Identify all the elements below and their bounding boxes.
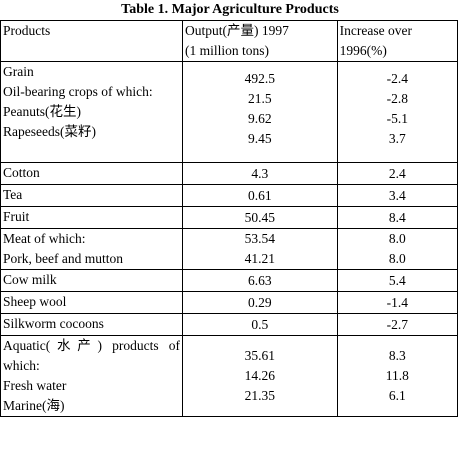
table-row: Cotton 4.3 2.4 (0, 162, 459, 185)
product-label: Tea (3, 187, 23, 202)
output-cell: 492.5 21.5 9.62 9.45 (181, 61, 338, 163)
increase-value: 8.0 (388, 251, 406, 266)
increase-value: 2.4 (388, 166, 406, 181)
increase-value: -1.4 (386, 295, 409, 310)
output-cell: 4.3 (181, 162, 338, 185)
header-increase: Increase over 1996(%) (336, 20, 459, 62)
increase-cell: 2.4 (336, 162, 459, 185)
output-cell: 0.61 (181, 184, 338, 207)
increase-cell: 5.4 (336, 269, 459, 292)
output-cell: 0.29 (181, 291, 338, 314)
agriculture-products-table: Products Output(产量) 1997 (1 million tons… (0, 20, 459, 417)
output-value: 492.5 (244, 71, 276, 86)
product-label: Cow milk (3, 272, 57, 287)
output-cell: 53.54 41.21 (181, 228, 338, 270)
product-cell: Fruit (0, 206, 183, 229)
table-row: Grain Oil-bearing crops of which: Peanut… (0, 61, 459, 163)
increase-value: 8.3 (388, 348, 406, 363)
product-cell: Aquatic(水产) products of which: Fresh wat… (0, 335, 183, 417)
product-label: Grain (3, 64, 34, 79)
product-cell: Cotton (0, 162, 183, 185)
output-value: 0.5 (251, 317, 269, 332)
increase-value: 5.4 (388, 273, 406, 288)
product-label: Oil-bearing crops of which: (3, 84, 153, 99)
output-value: 0.61 (248, 188, 272, 203)
increase-value: 11.8 (385, 368, 409, 383)
table-row: Aquatic(水产) products of which: Fresh wat… (0, 335, 459, 417)
output-value: 53.54 (244, 231, 276, 246)
table-row: Silkworm cocoons 0.5 -2.7 (0, 313, 459, 336)
output-cell: 6.63 (181, 269, 338, 292)
product-label: Fresh water (3, 378, 67, 393)
output-value: 14.26 (244, 368, 276, 383)
product-label: Peanuts(花生) (3, 104, 81, 119)
product-label: Sheep wool (3, 294, 67, 309)
product-cell: Sheep wool (0, 291, 183, 314)
increase-cell: 8.0 8.0 (336, 228, 459, 270)
increase-cell: 3.4 (336, 184, 459, 207)
product-label: Aquatic(水产) products of (3, 338, 180, 353)
output-value: 6.63 (248, 273, 272, 288)
product-cell: Grain Oil-bearing crops of which: Peanut… (0, 61, 183, 163)
header-products: Products (0, 20, 183, 62)
output-value: 9.62 (248, 111, 272, 126)
product-label: Rapeseeds(菜籽) (3, 124, 96, 139)
increase-cell: -2.7 (336, 313, 459, 336)
table-row: Tea 0.61 3.4 (0, 184, 459, 207)
output-value: 21.35 (244, 388, 276, 403)
table-row: Cow milk 6.63 5.4 (0, 269, 459, 292)
output-value: 4.3 (251, 166, 269, 181)
increase-value: 3.7 (388, 131, 406, 146)
increase-value: -2.4 (386, 71, 409, 86)
output-value: 41.21 (244, 251, 276, 266)
header-output-line2: (1 million tons) (184, 43, 269, 58)
output-cell: 0.5 (181, 313, 338, 336)
product-label: Pork, beef and mutton (3, 251, 123, 266)
header-output-line1: Output(产量) 1997 (184, 23, 289, 38)
table-row: Meat of which: Pork, beef and mutton 53.… (0, 228, 459, 270)
header-increase-line2: 1996(%) (339, 43, 387, 58)
product-cell: Meat of which: Pork, beef and mutton (0, 228, 183, 270)
increase-cell: 8.4 (336, 206, 459, 229)
output-cell: 50.45 (181, 206, 338, 229)
increase-cell: 8.3 11.8 6.1 (336, 335, 459, 417)
increase-value: 8.4 (388, 210, 406, 225)
output-cell: 35.61 14.26 21.35 (181, 335, 338, 417)
product-label: Marine(海) (3, 398, 65, 413)
increase-value: 6.1 (388, 388, 406, 403)
product-label: Fruit (3, 209, 30, 224)
product-label: Meat of which: (3, 231, 86, 246)
output-value: 50.45 (244, 210, 276, 225)
output-value: 35.61 (244, 348, 276, 363)
increase-value: -2.8 (386, 91, 409, 106)
product-cell: Silkworm cocoons (0, 313, 183, 336)
header-row: Products Output(产量) 1997 (1 million tons… (0, 20, 459, 62)
increase-value: 8.0 (388, 231, 406, 246)
product-label: Silkworm cocoons (3, 316, 104, 331)
table-row: Sheep wool 0.29 -1.4 (0, 291, 459, 314)
output-value: 21.5 (248, 91, 272, 106)
header-increase-line1: Increase over (339, 23, 412, 38)
product-label: Cotton (3, 165, 40, 180)
increase-value: 3.4 (388, 188, 406, 203)
increase-value: -2.7 (386, 317, 409, 332)
output-value: 0.29 (248, 295, 272, 310)
increase-cell: -2.4 -2.8 -5.1 3.7 (336, 61, 459, 163)
product-cell: Tea (0, 184, 183, 207)
product-cell: Cow milk (0, 269, 183, 292)
header-output: Output(产量) 1997 (1 million tons) (181, 20, 338, 62)
increase-value: -5.1 (386, 111, 409, 126)
table-title: Table 1. Major Agriculture Products (121, 2, 339, 17)
increase-cell: -1.4 (336, 291, 459, 314)
product-label: which: (3, 358, 40, 373)
table-row: Fruit 50.45 8.4 (0, 206, 459, 229)
output-value: 9.45 (248, 131, 272, 146)
